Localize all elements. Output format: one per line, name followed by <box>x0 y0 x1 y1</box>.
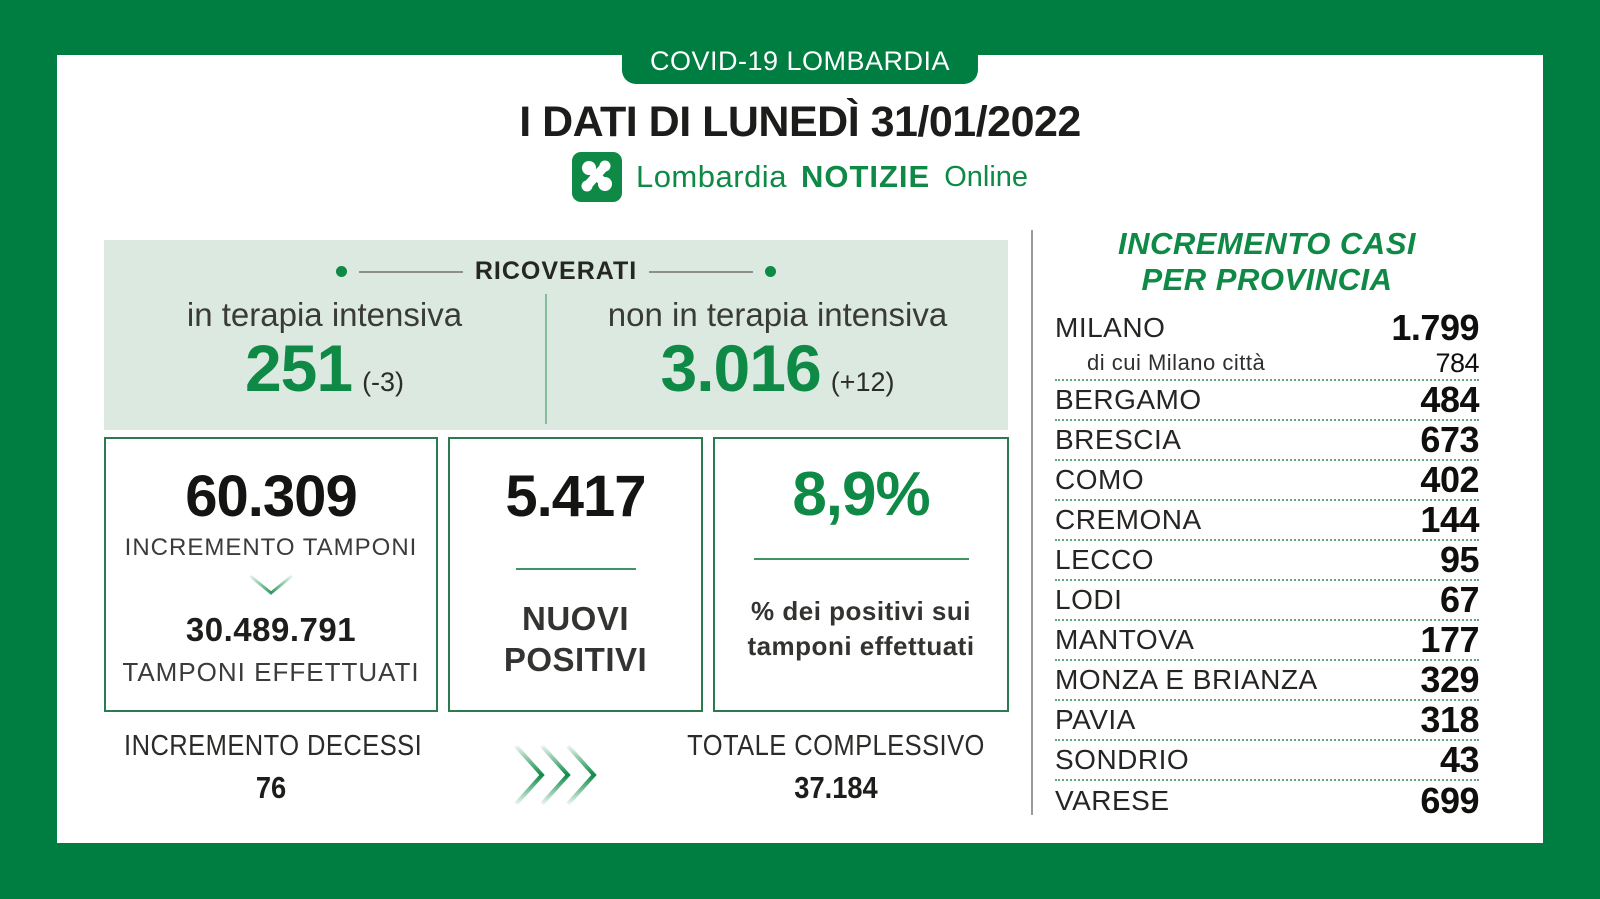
province-row-mantova: MANTOVA 177 <box>1055 618 1479 661</box>
province-row-bergamo: BERGAMO 484 <box>1055 378 1479 421</box>
province-row-brescia: BRESCIA 673 <box>1055 418 1479 461</box>
province-row-sondrio: SONDRIO 43 <box>1055 738 1480 781</box>
bullet-icon-right <box>765 266 777 277</box>
divider-line-left <box>359 270 463 273</box>
province-row-milano-citta: di cui Milano città 784 <box>1055 348 1479 381</box>
incremento-tamponi-label: INCREMENTO TAMPONI <box>124 534 418 561</box>
percentuale-label-line2: tamponi effettuati <box>747 631 975 662</box>
non-terapia-intensiva-label: non in terapia intensiva <box>607 296 948 333</box>
province-row-lodi: LODI 67 <box>1055 578 1480 621</box>
chevron-down-icon <box>249 574 293 595</box>
province-title-line1: INCREMENTO CASI <box>1117 226 1416 261</box>
province-column: INCREMENTO CASI PER PROVINCIA MILANO 1.7… <box>1055 226 1480 821</box>
nuovi-positivi-box: 5.417 NUOVI POSITIVI <box>448 437 703 712</box>
tamponi-effettuati-value: 30.489.791 <box>185 611 357 648</box>
terapia-intensiva-block: in terapia intensiva 251 (-3) <box>104 294 545 424</box>
terapia-intensiva-delta: (-3) <box>362 367 405 397</box>
covid-lombardia-badge: COVID-19 LOMBARDIA <box>621 38 979 84</box>
tamponi-effettuati-label: TAMPONI EFFETTUATI <box>122 657 420 687</box>
percentuale-label: % dei positivi sui tamponi effettuati <box>715 594 1007 664</box>
logo-text-notizie: NOTIZIE <box>800 159 931 194</box>
ricoverati-header: RICOVERATI <box>336 257 777 286</box>
province-row-milano: MILANO 1.799 <box>1055 306 1479 348</box>
non-terapia-intensiva-delta: (+12) <box>830 367 895 397</box>
incremento-tamponi-value: 60.309 <box>185 464 357 529</box>
percentuale-label-line1: % dei positivi sui <box>751 596 971 626</box>
page-title: I DATI DI LUNEDÌ 31/01/2022 <box>519 98 1081 146</box>
incremento-decessi-label: INCREMENTO DECESSI <box>124 730 423 762</box>
province-row-lecco: LECCO 95 <box>1055 538 1480 581</box>
divider-line-right <box>649 270 754 273</box>
nuovi-positivi-label: NUOVI POSITIVI <box>450 598 701 681</box>
nuovi-positivi-label-line2: POSITIVI <box>503 641 648 679</box>
non-terapia-intensiva-value: 3.016 <box>660 331 822 405</box>
green-divider <box>515 568 636 570</box>
vertical-separator <box>1031 230 1033 815</box>
totale-complessivo-block: TOTALE COMPLESSIVO 37.184 <box>650 730 1022 806</box>
province-row-varese: VARESE 699 <box>1055 779 1479 821</box>
non-terapia-intensiva-block: non in terapia intensiva 3.016 (+12) <box>545 294 1008 424</box>
lombardia-notizie-logo: Lombardia NOTIZIE Online <box>0 152 1600 202</box>
totale-complessivo-value: 37.184 <box>794 770 878 805</box>
province-list: MILANO 1.799 di cui Milano città 784 BER… <box>1055 306 1480 821</box>
green-divider <box>753 558 969 560</box>
nuovi-positivi-value: 5.417 <box>505 464 646 529</box>
logo-text-lombardia: Lombardia <box>635 159 787 194</box>
logo-text-online: Online <box>944 160 1029 193</box>
province-row-como: COMO 402 <box>1055 458 1479 501</box>
province-title-line2: PER PROVINCIA <box>1141 261 1393 297</box>
province-title: INCREMENTO CASI PER PROVINCIA <box>1055 226 1479 298</box>
tamponi-box: 60.309 INCREMENTO TAMPONI 30.489.791 TAM… <box>104 437 438 712</box>
province-row-cremona: CREMONA 144 <box>1055 498 1479 541</box>
nuovi-positivi-label-line1: NUOVI <box>521 600 629 637</box>
rosa-camuna-icon <box>571 152 622 202</box>
triple-chevron-right-icon <box>514 744 597 806</box>
percentuale-value: 8,9% <box>792 460 930 529</box>
incremento-decessi-value: 76 <box>255 770 287 805</box>
ricoverati-panel: RICOVERATI in terapia intensiva 251 (-3)… <box>104 240 1008 430</box>
incremento-decessi-block: INCREMENTO DECESSI 76 <box>104 730 438 806</box>
province-row-monza-e-brianza: MONZA E BRIANZA 329 <box>1055 658 1479 701</box>
bullet-icon-left <box>336 266 347 277</box>
province-row-pavia: PAVIA 318 <box>1055 698 1479 741</box>
terapia-intensiva-label: in terapia intensiva <box>186 296 463 333</box>
ricoverati-columns: in terapia intensiva 251 (-3) non in ter… <box>104 294 1008 424</box>
percentuale-positivi-box: 8,9% % dei positivi sui tamponi effettua… <box>713 437 1009 712</box>
terapia-intensiva-value: 251 <box>244 331 353 405</box>
ricoverati-title: RICOVERATI <box>474 257 638 285</box>
totale-complessivo-label: TOTALE COMPLESSIVO <box>687 730 985 762</box>
